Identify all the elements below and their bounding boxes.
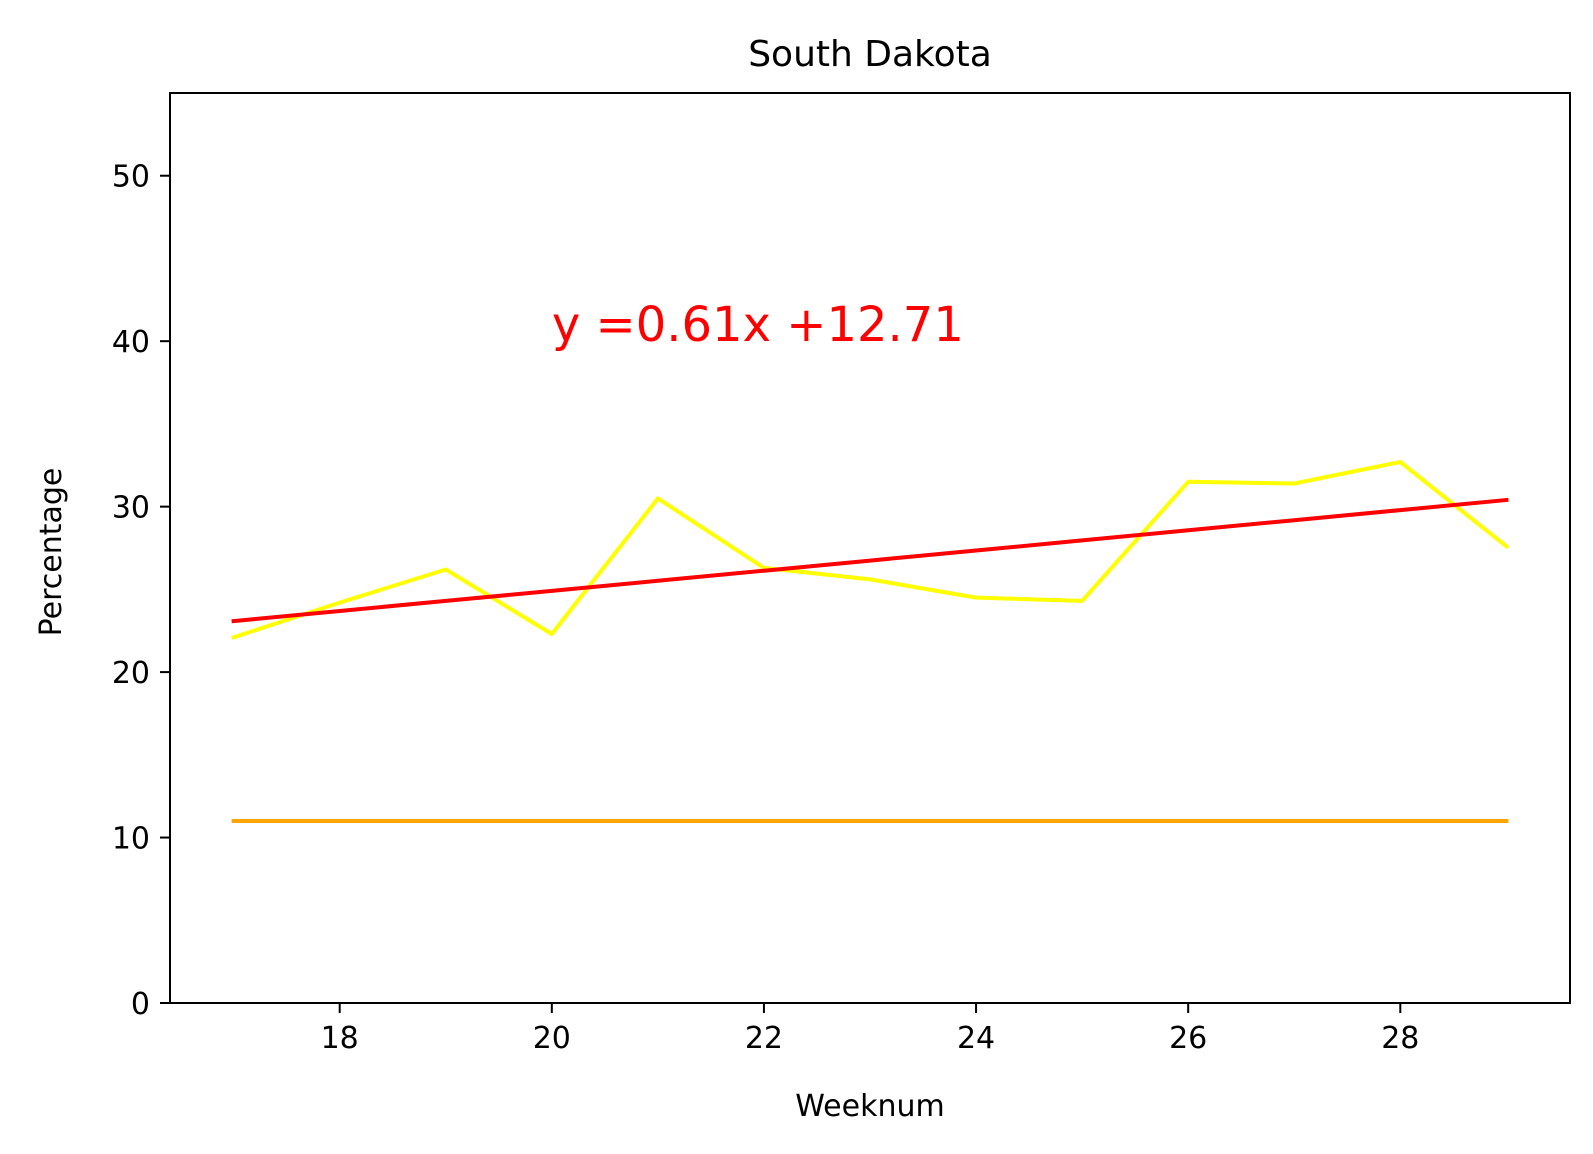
y-tick-label: 50 — [112, 160, 150, 195]
y-tick-label: 30 — [112, 491, 150, 526]
x-axis: 18 20 22 24 26 28 — [321, 1003, 1419, 1056]
x-tick-label: 18 — [321, 1021, 359, 1056]
y-tick-label: 40 — [112, 325, 150, 360]
y-axis-title: Percentage — [34, 468, 69, 637]
x-tick-label: 24 — [957, 1021, 995, 1056]
chart-title: South Dakota — [748, 34, 992, 75]
x-tick-label: 20 — [533, 1021, 571, 1056]
y-tick-label: 20 — [112, 656, 150, 691]
plot-frame — [169, 92, 1571, 1004]
y-tick-label: 10 — [112, 822, 150, 857]
y-tick-label: 0 — [131, 987, 150, 1022]
series-layer — [231, 460, 1510, 823]
x-tick-label: 26 — [1169, 1021, 1207, 1056]
x-axis-title: Weeknum — [795, 1089, 944, 1124]
regression-equation-label: y =0.61x +12.71 — [552, 297, 964, 353]
annotation-layer: y =0.61x +12.71 — [552, 297, 964, 353]
x-tick-label: 28 — [1381, 1021, 1419, 1056]
y-axis: 0 10 20 30 40 50 — [112, 160, 170, 1022]
series-line-1 — [231, 460, 1510, 640]
series-line-2 — [231, 497, 1509, 624]
x-tick-label: 22 — [745, 1021, 783, 1056]
